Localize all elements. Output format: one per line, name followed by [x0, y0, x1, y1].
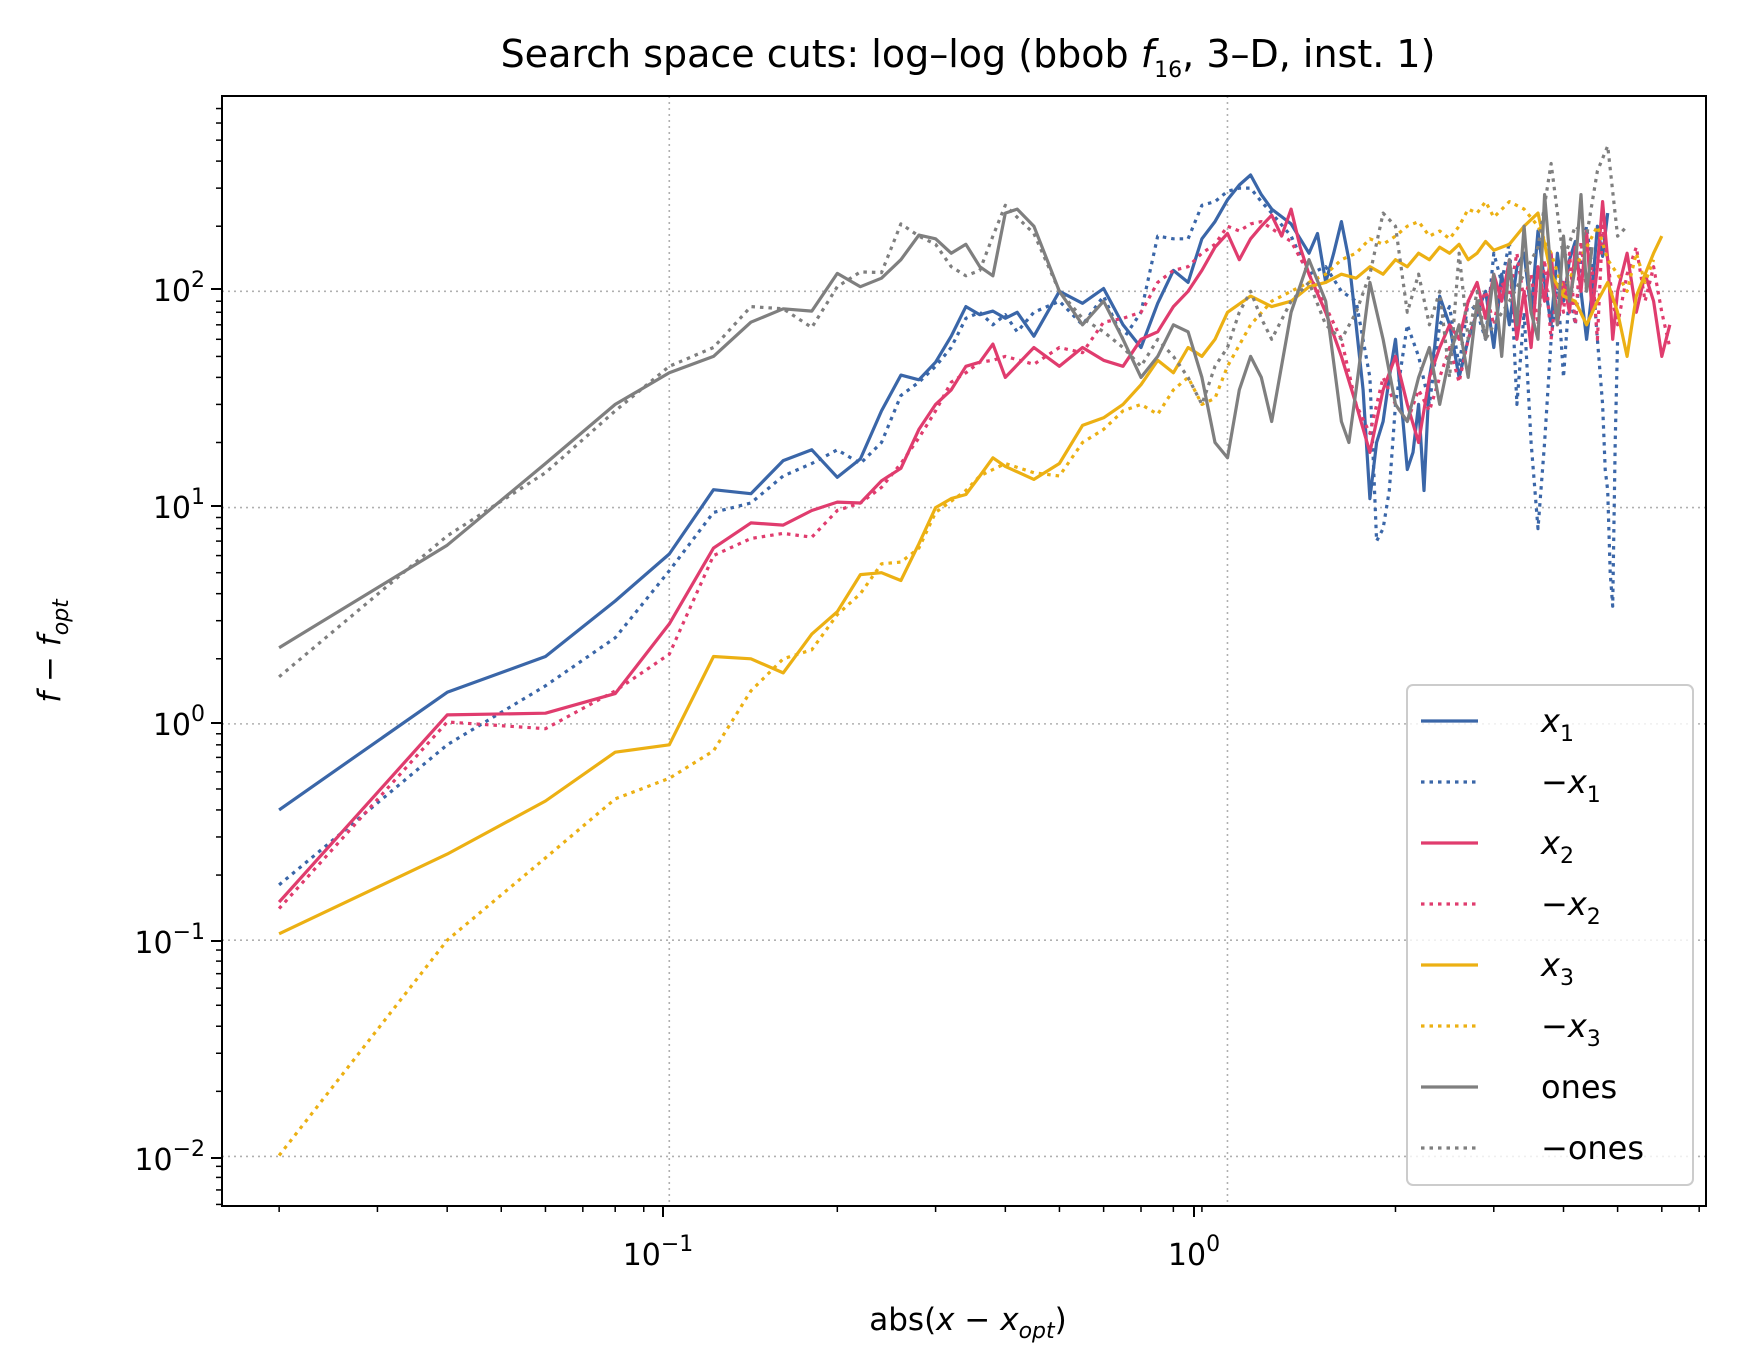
chart-title-post: , 3–D, inst. 1) [1182, 32, 1435, 76]
legend: x1 −x1 x2 −x2 x3 −x3 ones −ones [1406, 684, 1694, 1186]
y-tick-label: 100 [153, 702, 205, 743]
chart-title-sub: 16 [1154, 58, 1182, 83]
legend-label: x2 [1540, 824, 1574, 869]
y-axis-label: f − fopt [32, 598, 74, 703]
series-line-neg-x2 [277, 220, 1672, 910]
legend-label: x3 [1540, 946, 1574, 991]
x-axis-label: abs(x − xopt) [869, 1302, 1067, 1344]
legend-box [1406, 684, 1694, 1186]
y-tick-label: 10−1 [134, 920, 205, 961]
plot-frame [221, 95, 1707, 1207]
y-axis-ticks: 10−2 10−1 100 101 102 [134, 268, 222, 1178]
series-line-neg-ones [278, 144, 1629, 679]
legend-label: −x1 [1541, 763, 1601, 808]
x-tick-label: 100 [1168, 1232, 1220, 1273]
legend-label: −ones [1541, 1129, 1644, 1167]
y-tick-label: 10−2 [134, 1137, 205, 1178]
y-tick-label: 102 [153, 268, 205, 309]
chart-title: Search space cuts: log–log (bbob f16, 3–… [501, 32, 1436, 83]
x-axis-ticks: 10−1 100 [623, 1206, 1220, 1273]
legend-label: −x2 [1541, 885, 1601, 930]
series-line-neg-x1 [278, 186, 1620, 887]
legend-label: −x3 [1541, 1007, 1601, 1052]
y-tick-label: 101 [153, 485, 205, 526]
series-lines [277, 144, 1672, 1157]
chart-title-pre: Search space cuts: log–log (bbob [501, 32, 1141, 76]
legend-label: x1 [1540, 702, 1574, 747]
series-line-ones [278, 193, 1594, 650]
x-tick-label: 10−1 [623, 1232, 694, 1273]
legend-label: ones [1541, 1068, 1617, 1106]
series-line-neg-x3 [277, 200, 1656, 1157]
